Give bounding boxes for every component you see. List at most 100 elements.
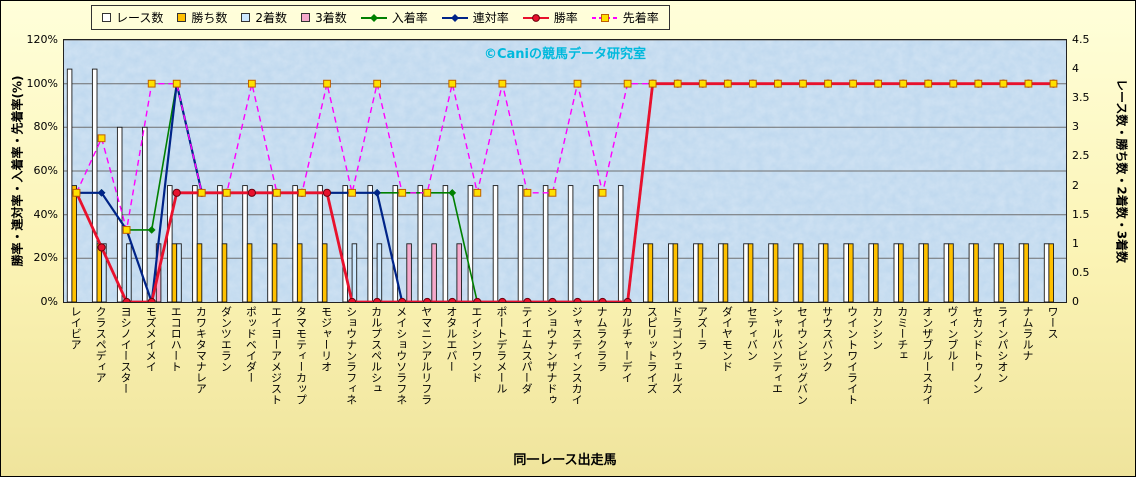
- x-axis-label: カンシン: [870, 306, 884, 350]
- x-axis-label: ヨシノイースター: [119, 306, 133, 394]
- legend-label: 勝ち数: [191, 11, 228, 25]
- bar-race-count: [693, 243, 699, 302]
- legend-item: 勝ち数: [177, 9, 227, 26]
- bar-race-count: [342, 185, 348, 302]
- x-axis-label: ラインパシオン: [995, 306, 1009, 383]
- legend-item: 勝率: [522, 9, 578, 26]
- marker-finish-ahead-rate: [298, 188, 306, 197]
- bar-win-count: [772, 243, 779, 302]
- x-axis-label: サウスバンク: [820, 306, 834, 372]
- y-left-tick-label: 20%: [33, 251, 58, 265]
- marker-win-rate: [448, 297, 457, 302]
- bar-race-count: [743, 243, 749, 302]
- plot-area: [63, 39, 1067, 303]
- marker-finish-ahead-rate: [949, 79, 958, 88]
- marker-finish-ahead-rate: [448, 79, 457, 88]
- x-axis-label: スピリットライズ: [645, 306, 659, 394]
- marker-finish-ahead-rate: [548, 188, 557, 197]
- marker-finish-ahead-rate: [273, 188, 281, 197]
- marker-finish-ahead-rate: [323, 79, 331, 88]
- x-axis-label: ポートデラメール: [494, 306, 508, 394]
- marker-finish-ahead-rate: [598, 188, 607, 197]
- y-left-tick-label: 80%: [33, 120, 58, 134]
- bar-race-count: [818, 243, 824, 302]
- marker-finish-ahead-rate: [899, 79, 908, 88]
- marker-finish-ahead-rate: [423, 188, 432, 197]
- bar-race-count: [918, 243, 925, 302]
- y-right-tick-label: 4.5: [1072, 33, 1090, 46]
- bar-race-count: [242, 185, 248, 302]
- marker-finish-ahead-rate: [1024, 79, 1033, 88]
- marker-finish-ahead-rate: [473, 188, 482, 197]
- marker-finish-ahead-rate: [247, 79, 256, 88]
- legend-line-swatch: [360, 13, 387, 22]
- marker-finish-ahead-rate: [373, 79, 382, 88]
- bar-win-count: [998, 243, 1004, 302]
- legend-item: 連対率: [441, 9, 509, 26]
- marker-finish-ahead-rate: [122, 226, 131, 234]
- marker-finish-ahead-rate: [799, 79, 807, 88]
- bar-race-count: [392, 185, 399, 302]
- bar-win-count: [221, 243, 228, 302]
- y-left-tick-label: 100%: [26, 76, 58, 90]
- legend-label: 入着率: [391, 11, 428, 25]
- x-axis-label: セカンドトゥノン: [970, 306, 984, 394]
- marker-win-rate: [147, 297, 156, 302]
- bar-race-count: [893, 243, 900, 302]
- bar-win-count: [1048, 243, 1054, 302]
- bar-race-count: [868, 243, 874, 302]
- legend-label: 勝率: [553, 11, 578, 25]
- marker-placing-rate: [448, 188, 457, 197]
- marker-finish-ahead-rate: [348, 188, 356, 197]
- bar-third-count: [406, 243, 412, 302]
- bar-win-count: [722, 243, 729, 302]
- marker-finish-ahead-rate: [849, 79, 857, 88]
- x-axis-title: 同一レース出走馬: [513, 453, 617, 468]
- bar-race-count: [467, 185, 474, 302]
- bar-win-count: [672, 243, 679, 302]
- bar-race-count: [1043, 243, 1050, 302]
- x-axis-label: ダンツエラン: [219, 306, 233, 372]
- line-finish-ahead-rate: [75, 83, 1054, 231]
- x-axis-label: ドラゴンウェルズ: [670, 306, 684, 394]
- marker-finish-ahead-rate: [648, 79, 657, 88]
- y-right-tick-label: 1: [1072, 236, 1079, 250]
- x-axis-label: エイヨーアメジスト: [269, 306, 283, 405]
- marker-win-rate: [122, 297, 131, 302]
- bar-race-count: [567, 185, 574, 302]
- y-right-tick-label: 0: [1072, 295, 1079, 308]
- legend-bar-swatch: [102, 13, 111, 22]
- marker-finish-ahead-rate: [673, 79, 682, 88]
- marker-win-rate: [498, 297, 507, 302]
- legend-label: 3着数: [315, 11, 347, 25]
- bar-win-count: [71, 185, 77, 302]
- bar-second-count: [351, 243, 358, 302]
- bar-race-count: [718, 243, 724, 302]
- x-axis-label: テイエムスパーダ: [519, 306, 533, 394]
- bar-race-count: [643, 243, 649, 302]
- x-axis-label: ポッドベイダー: [244, 306, 258, 383]
- y-left-tick-label: 40%: [33, 207, 58, 221]
- y-right-tick-label: 1.5: [1072, 207, 1090, 221]
- marker-placing-rate: [147, 225, 156, 234]
- bar-race-count: [517, 185, 524, 302]
- x-axis-label: モジャーリオ: [319, 306, 333, 372]
- bar-win-count: [96, 243, 103, 302]
- marker-win-rate: [423, 297, 432, 302]
- marker-win-rate: [523, 297, 532, 302]
- y-right-tick-label: 4: [1072, 62, 1079, 76]
- marker-finish-ahead-rate: [924, 79, 933, 88]
- bar-win-count: [647, 243, 654, 302]
- bar-race-count: [66, 68, 73, 302]
- marker-finish-ahead-rate: [698, 79, 707, 88]
- bar-win-count: [697, 243, 704, 302]
- bar-race-count: [592, 185, 599, 302]
- bar-win-count: [171, 243, 178, 302]
- bar-second-count: [176, 243, 182, 302]
- y-right-tick-label: 3.5: [1072, 91, 1090, 105]
- bar-win-count: [973, 243, 979, 302]
- marker-finish-ahead-rate: [723, 79, 732, 88]
- bar-race-count: [167, 185, 173, 302]
- bar-win-count: [948, 243, 954, 302]
- bar-race-count: [116, 126, 123, 302]
